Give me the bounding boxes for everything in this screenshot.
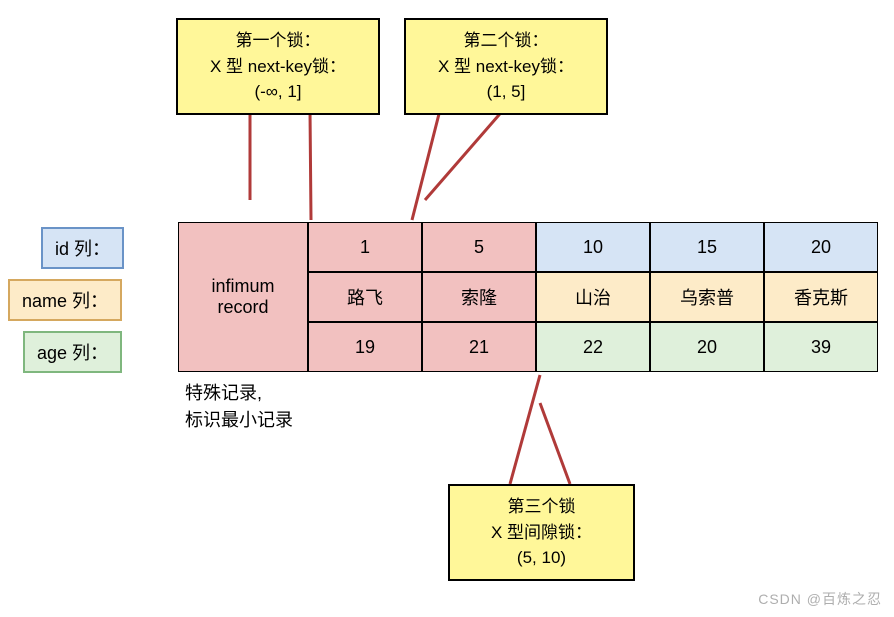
callout-lock2: 第二个锁： X 型 next-key锁： (1, 5] [404, 18, 608, 115]
infimum-note-l1: 特殊记录, [185, 380, 293, 407]
callout-lock2-line2: X 型 next-key锁： [420, 54, 592, 80]
callout-lock3-line2: X 型间隙锁： [464, 520, 619, 546]
infimum-note-l2: 标识最小记录 [185, 407, 293, 434]
cell-name-4: 香克斯 [764, 272, 878, 322]
label-id: id 列： [41, 227, 124, 269]
cell-age-2: 22 [536, 322, 650, 372]
label-age-text: age 列： [37, 343, 108, 363]
cell-name-1: 索隆 [422, 272, 536, 322]
label-name: name 列： [8, 279, 122, 321]
watermark: CSDN @百炼之忍 [758, 589, 882, 609]
cell-id-2: 10 [536, 222, 650, 272]
cell-name-2: 山治 [536, 272, 650, 322]
infimum-cell: infimum record [178, 222, 308, 372]
callout-lock1-line3: (-∞, 1] [192, 79, 364, 105]
cell-id-0: 1 [308, 222, 422, 272]
label-age: age 列： [23, 331, 122, 373]
callout-lock1: 第一个锁： X 型 next-key锁： (-∞, 1] [176, 18, 380, 115]
infimum-note: 特殊记录, 标识最小记录 [185, 380, 293, 434]
record-table: infimum record1路飞195索隆2110山治2215乌索普2020香… [178, 222, 878, 372]
cell-age-3: 20 [650, 322, 764, 372]
callout-lock3-line3: (5, 10) [464, 545, 619, 571]
callout-lock1-line1: 第一个锁： [192, 28, 364, 54]
callout-lock3-line1: 第三个锁 [464, 494, 619, 520]
cell-name-3: 乌索普 [650, 272, 764, 322]
callout-lock1-line2: X 型 next-key锁： [192, 54, 364, 80]
cell-age-1: 21 [422, 322, 536, 372]
cell-age-4: 39 [764, 322, 878, 372]
callout-lock2-line1: 第二个锁： [420, 28, 592, 54]
label-id-text: id 列： [55, 239, 110, 259]
cell-name-0: 路飞 [308, 272, 422, 322]
cell-age-0: 19 [308, 322, 422, 372]
callout-lock2-line3: (1, 5] [420, 79, 592, 105]
cell-id-1: 5 [422, 222, 536, 272]
callout-lock3: 第三个锁 X 型间隙锁： (5, 10) [448, 484, 635, 581]
label-name-text: name 列： [22, 291, 108, 311]
cell-id-4: 20 [764, 222, 878, 272]
cell-id-3: 15 [650, 222, 764, 272]
